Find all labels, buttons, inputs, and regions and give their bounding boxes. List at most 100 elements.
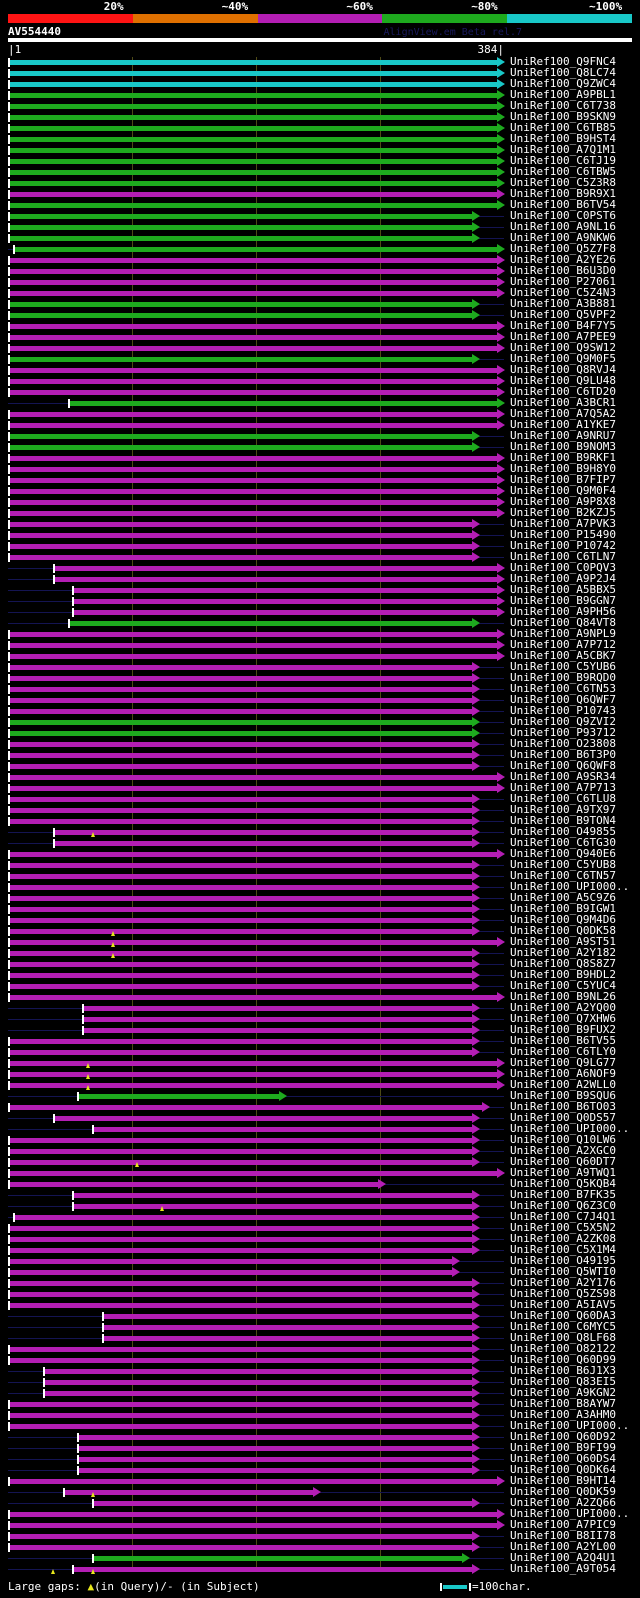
alignment-row[interactable]: UniRef100_A9P2J4 [0, 572, 640, 585]
hit-label[interactable]: UniRef100_A2WLL0 [510, 1078, 616, 1091]
alignment-row[interactable]: UniRef100_B8AYW7 [0, 1397, 640, 1410]
hit-label[interactable]: UniRef100_C5YUB8 [510, 858, 616, 871]
hit-label[interactable]: UniRef100_Q6QWF8 [510, 759, 616, 772]
alignment-row[interactable]: UniRef100_A7PEE9 [0, 331, 640, 343]
hsp-bar[interactable] [8, 654, 497, 659]
hit-label[interactable]: UniRef100_O23808 [510, 737, 616, 750]
hit-label[interactable]: UniRef100_Q940E6 [510, 847, 616, 860]
alignment-row[interactable]: UniRef100_C6TJ19 [0, 154, 640, 167]
hsp-bar[interactable] [8, 1281, 473, 1286]
alignment-row[interactable]: UniRef100_Q6QWF7 [0, 694, 640, 706]
alignment-row[interactable]: UniRef100_C6TLY0 [0, 1046, 640, 1058]
hit-label[interactable]: UniRef100_Q0DK59 [510, 1485, 616, 1498]
hsp-bar[interactable] [8, 918, 473, 923]
hit-label[interactable]: UniRef100_Q0DK58 [510, 924, 616, 937]
hit-label[interactable]: UniRef100_C7J4Q1 [510, 1210, 616, 1223]
hit-label[interactable]: UniRef100_A2YQ00 [510, 1001, 616, 1014]
hsp-bar[interactable] [8, 1303, 473, 1308]
alignment-row[interactable]: UniRef100_Q60D99 [0, 1354, 640, 1366]
alignment-row[interactable]: UniRef100_B9TON4 [0, 815, 640, 827]
alignment-row[interactable]: UniRef100_Q940E6 [0, 847, 640, 860]
alignment-row[interactable]: UniRef100_B9NL26 [0, 991, 640, 1003]
alignment-row[interactable]: UniRef100_B9HT14 [0, 1474, 640, 1487]
hsp-bar[interactable] [8, 533, 473, 538]
hsp-bar[interactable] [52, 830, 473, 835]
alignment-row[interactable]: UniRef100_C6TG30 [0, 837, 640, 849]
alignment-row[interactable]: UniRef100_A7PIC9 [0, 1518, 640, 1531]
hit-label[interactable]: UniRef100_Q83EI5 [510, 1375, 616, 1388]
hit-label[interactable]: UniRef100_B9HT14 [510, 1474, 616, 1487]
hit-label[interactable]: UniRef100_A2YE26 [510, 253, 616, 266]
alignment-row[interactable]: UniRef100_A7Q1M1 [0, 144, 640, 156]
hsp-bar[interactable] [8, 346, 497, 351]
hsp-bar[interactable] [8, 71, 497, 76]
alignment-row[interactable]: UniRef100_Q9M0F4 [0, 484, 640, 497]
hit-label[interactable]: UniRef100_Q9M0F4 [510, 484, 616, 497]
alignment-row[interactable]: UniRef100_C5YUC4 [0, 980, 640, 992]
alignment-row[interactable]: UniRef100_Q5ZS98 [0, 1288, 640, 1300]
hsp-bar[interactable] [8, 973, 473, 978]
hsp-bar[interactable] [8, 236, 473, 241]
alignment-row[interactable]: UniRef100_Q6Z3C0 [0, 1200, 640, 1212]
alignment-row[interactable]: UniRef100_C5YUB8 [0, 858, 640, 871]
hsp-bar[interactable] [8, 1523, 497, 1528]
hsp-bar[interactable] [77, 1094, 279, 1099]
alignment-row[interactable]: UniRef100_B9H8Y0 [0, 463, 640, 475]
hsp-bar[interactable] [8, 676, 473, 681]
alignment-row[interactable]: UniRef100_Q83EI5 [0, 1375, 640, 1388]
hsp-bar[interactable] [77, 1435, 473, 1440]
hit-label[interactable]: UniRef100_A9NKW6 [510, 231, 616, 244]
alignment-row[interactable]: UniRef100_B9SQU6 [0, 1090, 640, 1102]
hsp-bar[interactable] [8, 1171, 497, 1176]
alignment-row[interactable]: UniRef100_A9SR34 [0, 771, 640, 783]
alignment-row[interactable]: UniRef100_Q8LC74 [0, 67, 640, 79]
hsp-bar[interactable] [72, 1204, 473, 1209]
alignment-row[interactable]: UniRef100_B4F7Y5 [0, 320, 640, 332]
alignment-row[interactable]: UniRef100_O23808 [0, 737, 640, 750]
hsp-bar[interactable] [8, 929, 473, 934]
hit-label[interactable]: UniRef100_C5Z3R8 [510, 176, 616, 189]
alignment-row[interactable]: UniRef100_Q0DK64 [0, 1464, 640, 1476]
alignment-row[interactable]: UniRef100_A7P712 [0, 639, 640, 651]
hit-label[interactable]: UniRef100_C6TBW5 [510, 165, 616, 178]
hsp-bar[interactable] [8, 280, 497, 285]
hit-label[interactable]: UniRef100_C6TJ19 [510, 154, 616, 167]
hit-label[interactable]: UniRef100_A7PIC9 [510, 1518, 616, 1531]
hsp-bar[interactable] [8, 456, 497, 461]
hit-label[interactable]: UniRef100_A9NPL9 [510, 627, 616, 640]
alignment-row[interactable]: UniRef100_A2ZK08 [0, 1233, 640, 1245]
hit-label[interactable]: UniRef100_B8AYW7 [510, 1397, 616, 1410]
hit-label[interactable]: UniRef100_A9P2J4 [510, 572, 616, 585]
alignment-row[interactable]: UniRef100_C6TN57 [0, 870, 640, 882]
alignment-row[interactable]: UniRef100_Q10LW6 [0, 1134, 640, 1146]
hsp-bar[interactable] [8, 863, 473, 868]
hsp-bar[interactable] [72, 1193, 473, 1198]
hsp-bar[interactable] [8, 148, 497, 153]
hit-label[interactable]: UniRef100_A7P713 [510, 781, 616, 794]
alignment-row[interactable]: UniRef100_UPI000.. [0, 1123, 640, 1135]
hsp-bar[interactable] [8, 1149, 473, 1154]
hsp-bar[interactable] [92, 1556, 463, 1561]
hit-label[interactable]: UniRef100_Q60D92 [510, 1430, 616, 1443]
alignment-row[interactable]: UniRef100_Q9FNC4 [0, 56, 640, 68]
alignment-row[interactable]: UniRef100_B9IGW1 [0, 903, 640, 915]
hit-label[interactable]: UniRef100_A5CBK7 [510, 649, 616, 662]
hit-label[interactable]: UniRef100_B9RKF1 [510, 451, 616, 464]
hsp-bar[interactable] [8, 357, 473, 362]
hsp-bar[interactable] [8, 764, 473, 769]
alignment-row[interactable]: UniRef100_A2XGC0 [0, 1145, 640, 1157]
alignment-row[interactable]: UniRef100_A2YE26 [0, 253, 640, 266]
hsp-bar[interactable] [8, 170, 497, 175]
alignment-row[interactable]: UniRef100_C6TLU8 [0, 793, 640, 805]
alignment-row[interactable]: UniRef100_B9FUX2 [0, 1024, 640, 1036]
alignment-row[interactable]: UniRef100_A2Y182 [0, 947, 640, 959]
hsp-bar[interactable] [8, 390, 497, 395]
hsp-bar[interactable] [8, 1105, 483, 1110]
hsp-bar[interactable] [8, 93, 497, 98]
alignment-row[interactable]: UniRef100_Q5VPF2 [0, 309, 640, 321]
hsp-bar[interactable] [8, 742, 473, 747]
hsp-bar[interactable] [8, 291, 497, 296]
hsp-bar[interactable] [8, 1413, 473, 1418]
hsp-bar[interactable] [8, 225, 473, 230]
alignment-row[interactable]: UniRef100_C6TLN7 [0, 551, 640, 563]
